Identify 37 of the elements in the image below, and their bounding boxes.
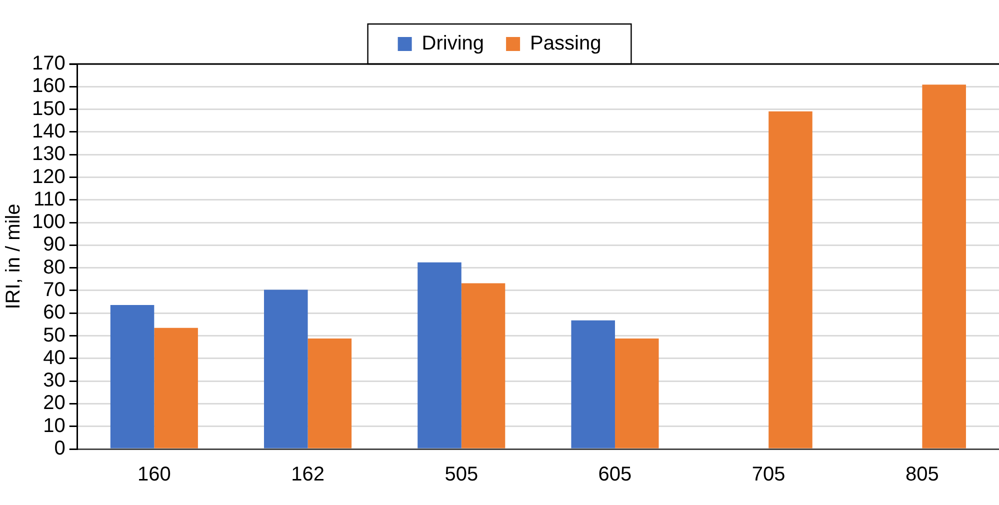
- x-tick-label: 805: [906, 464, 939, 486]
- y-tick-label: 30: [43, 370, 66, 392]
- bar: [571, 320, 615, 448]
- legend-label: Passing: [530, 32, 602, 55]
- bar: [264, 290, 308, 448]
- y-tick-label: 70: [43, 278, 66, 301]
- y-tick-label: 170: [32, 52, 66, 75]
- bar: [922, 84, 966, 448]
- y-tick-label: 120: [32, 166, 66, 188]
- bar: [461, 283, 506, 448]
- y-tick-label: 40: [43, 346, 66, 369]
- y-tick-label: 110: [33, 188, 66, 210]
- bar: [110, 304, 154, 448]
- bar: [154, 328, 198, 448]
- y-tick-label: 90: [43, 234, 66, 256]
- x-tick-label: 705: [752, 464, 786, 486]
- x-tick-label: 505: [444, 464, 478, 486]
- y-tick-label: 130: [32, 143, 66, 166]
- y-tick-label: 80: [43, 256, 66, 278]
- x-tick-label: 605: [598, 464, 632, 486]
- y-tick-label: 60: [43, 302, 66, 324]
- bar: [614, 338, 659, 448]
- bar: [418, 262, 462, 448]
- y-tick-label: 10: [43, 414, 66, 437]
- x-tick-label: 160: [137, 464, 171, 486]
- y-tick-label: 0: [54, 438, 66, 460]
- y-tick-label: 20: [43, 392, 66, 414]
- y-tick-label: 50: [43, 324, 66, 346]
- y-tick-label: 140: [32, 120, 66, 142]
- bar: [308, 338, 352, 448]
- x-tick-label: 162: [291, 464, 324, 486]
- y-tick-label: 100: [32, 211, 66, 234]
- bar: [768, 111, 812, 448]
- legend-label: Driving: [422, 32, 484, 55]
- y-tick-label: 150: [32, 98, 66, 120]
- y-tick-label: 160: [32, 75, 66, 98]
- y-axis-title: IRI, in / mile: [2, 204, 25, 310]
